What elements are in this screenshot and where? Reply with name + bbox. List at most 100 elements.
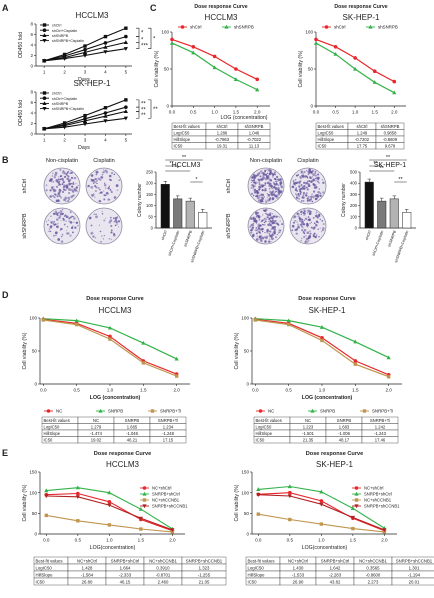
colony — [296, 181, 299, 184]
data-point — [212, 54, 217, 59]
table-value: 48.17 — [339, 437, 350, 442]
colony — [302, 200, 305, 202]
colony — [49, 226, 51, 228]
legend-marker — [354, 498, 359, 502]
colony — [301, 229, 304, 232]
y-axis-label: Cell viability (%) — [234, 332, 240, 369]
legend-entry: shCtrl — [334, 25, 345, 30]
sig-mark: ** — [386, 155, 391, 161]
table-cell — [361, 436, 399, 444]
table-value: -0.8600 — [366, 572, 381, 577]
colony — [264, 218, 268, 221]
table-value: IC50 — [256, 437, 266, 442]
colony — [118, 179, 120, 181]
colony — [258, 219, 261, 221]
colony — [297, 215, 300, 218]
colony — [49, 226, 53, 229]
legend-marker — [354, 504, 359, 509]
data-point — [103, 113, 108, 118]
legend-entry: shSNRPB — [378, 25, 398, 30]
table-header: SNRPB+shCCNB1 — [396, 558, 433, 563]
legend-marker — [142, 486, 147, 490]
colony — [317, 228, 319, 230]
colony — [269, 220, 272, 223]
colony — [312, 196, 315, 199]
data-point — [169, 40, 175, 45]
y-tick-label: 400 — [350, 181, 358, 186]
y-tick-label: 100 — [29, 490, 37, 495]
colony — [303, 232, 306, 235]
colony — [300, 213, 303, 216]
fit-table: Best-fit values NC SNRPB SNRPB+Ti LogIC50 1.2… — [253, 416, 399, 444]
colony — [271, 219, 275, 223]
colony — [259, 238, 263, 241]
colony — [315, 186, 318, 189]
legend-marker — [354, 486, 359, 490]
colony — [313, 232, 316, 235]
table-header: Best-fit values — [44, 418, 70, 423]
colony — [309, 210, 312, 213]
colony — [300, 210, 303, 214]
colony — [266, 231, 269, 234]
colony — [322, 223, 325, 226]
colony — [51, 181, 53, 183]
table-value: 19.02 — [91, 437, 102, 442]
colony — [252, 218, 255, 220]
colony — [67, 232, 70, 235]
x-tick-label: 2.0 — [381, 538, 388, 543]
dish-plate — [85, 207, 123, 245]
legend-marker — [42, 28, 47, 32]
colony — [116, 189, 119, 192]
colony — [255, 181, 258, 185]
colony — [48, 230, 50, 233]
header-title: Dose response Curve — [194, 4, 247, 10]
colony — [316, 220, 318, 223]
colony — [267, 240, 271, 243]
colony — [266, 216, 269, 219]
colony — [256, 235, 258, 237]
table-value: 2.273 — [368, 579, 379, 584]
colony — [93, 180, 96, 184]
colony — [271, 217, 274, 220]
colony — [301, 174, 304, 177]
colony — [273, 220, 277, 223]
y-axis-label: Cell viability (%) — [234, 484, 240, 521]
colony — [106, 169, 108, 171]
legend-entry: shCtrl+Cisplatin — [52, 29, 77, 33]
colony — [315, 213, 317, 215]
colony — [274, 183, 277, 186]
data-point — [392, 90, 397, 95]
colony — [110, 191, 113, 193]
data-point — [234, 67, 238, 71]
colony — [277, 232, 280, 234]
sig-bracket — [136, 36, 140, 43]
table-value: HillSlope — [256, 431, 273, 436]
colony — [263, 217, 266, 220]
colony — [270, 228, 272, 231]
data-point — [62, 57, 67, 61]
colony — [108, 185, 110, 187]
colony — [276, 178, 279, 181]
y-tick-label: 0 — [246, 382, 249, 387]
colony — [95, 215, 98, 219]
data-point — [319, 489, 324, 494]
category-label: shSNRPB+Cisplatin — [190, 230, 205, 263]
colony — [279, 231, 281, 233]
colony — [53, 176, 56, 179]
legend-entry: SNRPB+shCtrl — [152, 492, 180, 497]
y-tick-label: 6 — [30, 32, 33, 37]
colony — [271, 233, 273, 235]
colony — [55, 212, 59, 216]
colony — [304, 217, 308, 220]
data-point — [124, 105, 128, 110]
colony — [64, 175, 67, 178]
colony — [319, 227, 321, 229]
colony — [102, 171, 105, 174]
x-tick-label: 2 — [63, 70, 66, 75]
legend-entry: NC — [56, 409, 62, 414]
colony — [116, 224, 118, 226]
colony — [252, 173, 256, 177]
colony — [306, 170, 308, 172]
data-point — [287, 484, 292, 489]
y-axis-label: Cell viability (%) — [298, 50, 304, 87]
